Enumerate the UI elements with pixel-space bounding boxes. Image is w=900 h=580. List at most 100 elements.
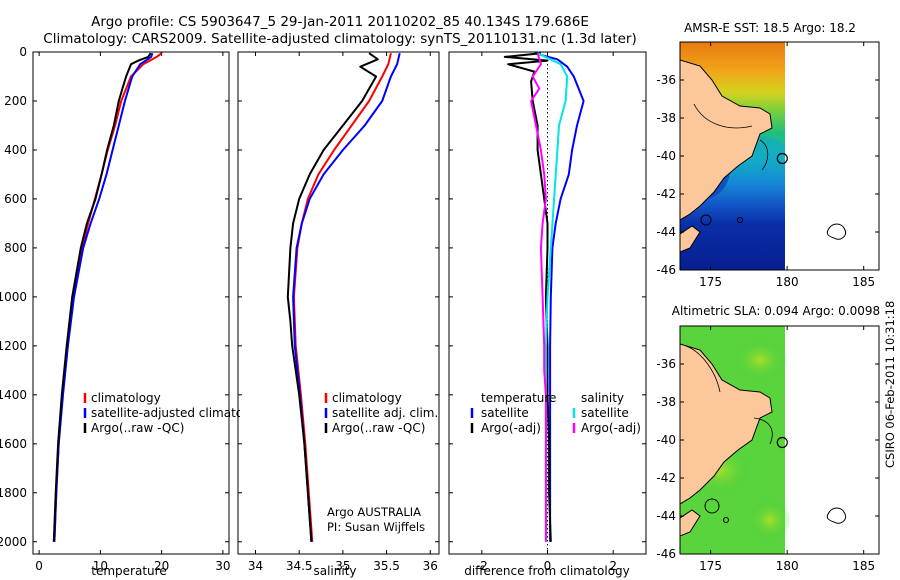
sla-land-north-island (680, 343, 773, 505)
series-line-temperature-argo-adj- (503, 52, 552, 542)
temperature-legend: climatology satellite-adjusted climatolo… (83, 391, 269, 435)
sst-contour-3 (700, 214, 712, 226)
map-y-tick-label: -46 (656, 263, 676, 277)
x-tick-label: 34.5 (286, 559, 313, 573)
legend-label-sal-argo: Argo(-adj) (581, 421, 641, 435)
sla-island-chatham (826, 507, 847, 524)
sla-map-title: Altimetric SLA: 0.094 Argo: 0.0098 (672, 304, 880, 318)
depth-tick-label: 600 (4, 192, 27, 206)
sst-map (680, 42, 847, 270)
salinity-panel-frame (237, 51, 440, 555)
sst-argo-position-marker (776, 152, 788, 165)
depth-tick-label: 0 (19, 45, 27, 59)
difference-xlabel: difference from climatology (464, 564, 630, 578)
legend-label-satellite-2: satellite adj. clim. (332, 406, 438, 420)
x-tick-label: 20 (154, 559, 169, 573)
legend-label-temp-argo: Argo(-adj) (481, 421, 541, 435)
sla-contour-2 (753, 417, 773, 445)
salinity-panel: 34 34.5 35 35.5 36 (238, 51, 439, 573)
sst-land-south-island (680, 225, 701, 253)
map-y-tick-label: -42 (656, 471, 676, 485)
sla-map-ticks: 175 180 185 -36 -38 -40 -42 -44 -46 (656, 326, 879, 573)
sst-contour-4 (737, 217, 743, 223)
depth-tick-label: 1600 (0, 437, 27, 451)
sst-contour-1 (693, 103, 753, 129)
sla-contour-1 (685, 345, 721, 393)
sla-contour-4 (723, 517, 729, 523)
x-tick-label: 10 (93, 559, 108, 573)
series-line-climatology (53, 52, 163, 542)
legend-label-climatology: climatology (91, 391, 161, 405)
legend-label-satellite: satellite-adjusted climatology (91, 406, 269, 420)
depth-tick-label: 1800 (0, 486, 27, 500)
temperature-panel: 0 10 20 30 (33, 51, 231, 573)
sst-island-chatham (826, 223, 847, 240)
series-line-satellite-adj-clim- (292, 52, 401, 542)
map-y-tick-label: -42 (656, 187, 676, 201)
sla-argo-position-marker (776, 436, 788, 449)
legend-group-title-salinity: salinity (581, 391, 624, 405)
sla-high-patch-3 (748, 498, 792, 542)
map-x-tick-label: 185 (852, 559, 875, 573)
map-y-tick-label: -36 (656, 73, 676, 87)
salinity-xlabel: salinity (313, 564, 356, 578)
x-tick-label: 35 (335, 559, 350, 573)
series-line-temperature-satellite (534, 52, 585, 542)
depth-tick-label: 800 (4, 241, 27, 255)
sla-land-south-island (680, 509, 701, 537)
series-line-satellite-adjusted-climatology (53, 52, 154, 542)
sst-land-north-island (680, 59, 773, 221)
figure-title-line2: Climatology: CARS2009. Satellite-adjuste… (43, 31, 636, 47)
figure-title-line1: Argo profile: CS 5903647_5 29-Jan-2011 2… (91, 14, 589, 30)
map-y-tick-label: -38 (656, 395, 676, 409)
csiro-timestamp: CSIRO 06-Feb-2011 10:31:18 (883, 301, 897, 468)
series-line-argo-raw-qc- (52, 52, 152, 542)
legend-label-argo: Argo(..raw -QC) (91, 421, 184, 435)
sla-map (680, 326, 847, 554)
temperature-panel-frame (32, 51, 230, 555)
sst-map-ticks: 175 180 185 -36 -38 -40 -42 -44 -46 (656, 42, 879, 289)
salinity-legend: climatology satellite adj. clim. Argo(..… (324, 391, 438, 435)
x-tick-label: 35.5 (373, 559, 400, 573)
map-y-tick-label: -40 (656, 433, 676, 447)
credit-pi: PI: Susan Wijffels (327, 520, 425, 534)
x-tick-label: 30 (215, 559, 230, 573)
difference-panel: -2 0 2 (449, 51, 646, 573)
map-x-tick-label: 185 (852, 275, 875, 289)
sla-high-patch-1 (732, 338, 788, 382)
series-line-argo-raw-qc- (286, 52, 379, 542)
series-line-salinity-argo-adj- (530, 52, 547, 542)
x-tick-label: 36 (423, 559, 438, 573)
difference-legend: temperature satellite Argo(-adj) salinit… (470, 391, 641, 435)
map-y-tick-label: -44 (656, 225, 676, 239)
map-y-tick-label: -44 (656, 509, 676, 523)
temperature-xlabel: temperature (91, 564, 166, 578)
sst-map-title: AMSR-E SST: 18.5 Argo: 18.2 (684, 21, 856, 35)
depth-tick-label: 1400 (0, 388, 27, 402)
depth-tick-labels: 0 200 400 600 800 1000 1200 1400 1600 1800 2000 (0, 45, 27, 549)
depth-tick-label: 2000 (0, 535, 27, 549)
map-y-tick-label: -40 (656, 149, 676, 163)
credit-argo: Argo AUSTRALIA (327, 505, 421, 519)
legend-label-temp-satellite: satellite (481, 406, 529, 420)
x-tick-label: 34 (248, 559, 263, 573)
legend-label-argo-2: Argo(..raw -QC) (332, 421, 425, 435)
map-x-tick-label: 180 (776, 559, 799, 573)
depth-tick-label: 1000 (0, 290, 27, 304)
map-y-tick-label: -36 (656, 357, 676, 371)
sla-contour-3 (704, 498, 720, 514)
depth-tick-label: 1200 (0, 339, 27, 353)
x-tick-label: 0 (544, 559, 552, 573)
map-x-tick-label: 180 (776, 275, 799, 289)
depth-tick-label: 200 (4, 94, 27, 108)
x-tick-label: -2 (476, 559, 488, 573)
map-y-tick-label: -46 (656, 547, 676, 561)
depth-tick-label: 400 (4, 143, 27, 157)
x-tick-label: 2 (609, 559, 617, 573)
legend-label-climatology-2: climatology (332, 391, 402, 405)
map-x-tick-label: 175 (699, 275, 722, 289)
legend-label-sal-satellite: satellite (581, 406, 629, 420)
map-x-tick-label: 175 (699, 559, 722, 573)
sst-contour-2 (759, 139, 769, 171)
